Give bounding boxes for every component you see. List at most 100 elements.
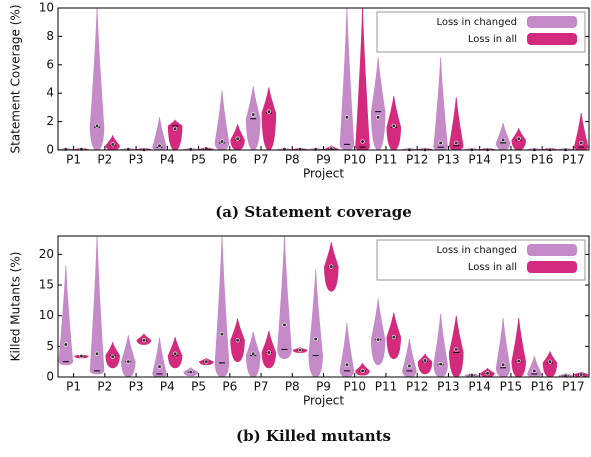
x-tick-label: P15 (500, 380, 523, 394)
mean-dot (547, 359, 553, 364)
mean-dot (313, 336, 318, 342)
violin (402, 338, 417, 378)
x-tick-label: P9 (316, 153, 331, 167)
mean-dot (63, 147, 68, 152)
mean-dot (282, 147, 287, 152)
mean-dot (329, 264, 334, 269)
y-tick-label: 10 (39, 308, 54, 322)
mean-dot (110, 142, 115, 147)
y-tick-label: 0 (46, 370, 54, 384)
x-tick-label: P1 (66, 153, 81, 167)
violin (308, 269, 323, 378)
mean-dot (282, 322, 287, 327)
y-tick-label: 5 (46, 339, 54, 353)
violin (527, 356, 542, 378)
plot-frame (57, 7, 590, 151)
legend-swatch (527, 16, 577, 28)
violin (245, 86, 261, 151)
mean-dot (157, 364, 162, 369)
violin (339, 7, 355, 151)
mean-dot (141, 338, 146, 343)
x-tick-label: P8 (285, 153, 300, 167)
violin (573, 113, 589, 151)
x-tick-label: P7 (254, 153, 269, 167)
mean-dot (422, 358, 428, 363)
x-tick-label: P12 (406, 380, 429, 394)
mean-dot (469, 373, 474, 378)
x-axis-label: Project (303, 394, 344, 408)
legend-box (376, 239, 586, 281)
violin (58, 265, 74, 366)
x-tick-label: P13 (437, 153, 460, 167)
mean-dot (407, 363, 412, 369)
mean-dot (188, 369, 193, 375)
violin (495, 122, 511, 151)
violin (433, 313, 448, 378)
mean-dot (110, 354, 115, 359)
y-tick-label: 20 (39, 247, 54, 261)
caption: (a) Statement coverage (215, 203, 412, 221)
x-tick-label: P11 (375, 153, 398, 167)
x-tick-label: P2 (97, 380, 112, 394)
x-tick-label: P3 (129, 380, 144, 394)
mean-dot (579, 372, 584, 377)
violin (448, 97, 464, 151)
x-tick-label: P17 (562, 153, 585, 167)
legend-label: Loss in changed (436, 245, 517, 256)
mean-dot (360, 139, 365, 144)
x-tick-label: P8 (285, 380, 300, 394)
x-tick-label: P3 (129, 153, 144, 167)
x-tick-label: P16 (531, 153, 554, 167)
x-tick-label: P4 (160, 380, 175, 394)
mean-dot (501, 362, 506, 367)
mean-dot (94, 123, 100, 128)
y-tick-label: 2 (46, 114, 54, 128)
mean-dot (204, 359, 209, 364)
x-tick-label: P6 (222, 153, 237, 167)
legend-label: Loss in all (468, 34, 517, 45)
x-tick-label: P2 (97, 153, 112, 167)
mean-dot (516, 358, 521, 364)
violin (261, 87, 277, 151)
legend-label: Loss in all (468, 262, 517, 273)
y-axis-label: Statement Coverage (%) (9, 4, 23, 153)
violin (89, 7, 105, 151)
x-tick-label: P15 (500, 153, 523, 167)
mean-dot (94, 351, 100, 356)
mean-dot (188, 147, 193, 152)
violin (152, 337, 167, 378)
mean-dot (438, 140, 443, 145)
legend-swatch (527, 33, 577, 45)
x-tick-label: P16 (531, 380, 554, 394)
mean-dot (391, 335, 396, 340)
x-tick-label: P6 (222, 380, 237, 394)
violin (495, 318, 511, 378)
mean-dot (173, 351, 178, 356)
mean-dot (579, 140, 584, 145)
violin (355, 7, 370, 151)
y-tick-label: 8 (46, 29, 54, 43)
violin (339, 323, 355, 378)
violin (121, 335, 136, 378)
x-tick-label: P10 (343, 380, 366, 394)
violin (214, 235, 230, 378)
x-tick-label: P17 (562, 380, 585, 394)
legend-swatch (527, 244, 577, 256)
violin (214, 90, 230, 151)
y-axis-label: Killed Mutants (%) (9, 252, 23, 362)
violin (370, 299, 386, 366)
mean-dot (391, 123, 396, 128)
violin (152, 117, 167, 151)
mean-dot (219, 139, 225, 144)
mean-dot (438, 362, 443, 367)
violin (261, 330, 277, 369)
mean-dot (454, 140, 459, 145)
violin (417, 353, 433, 375)
mean-dot (157, 143, 162, 148)
mean-dot (266, 109, 271, 114)
caption: (b) Killed mutants (236, 427, 391, 445)
mean-dot (313, 147, 318, 152)
mean-dot (532, 368, 537, 373)
violin (448, 315, 464, 378)
